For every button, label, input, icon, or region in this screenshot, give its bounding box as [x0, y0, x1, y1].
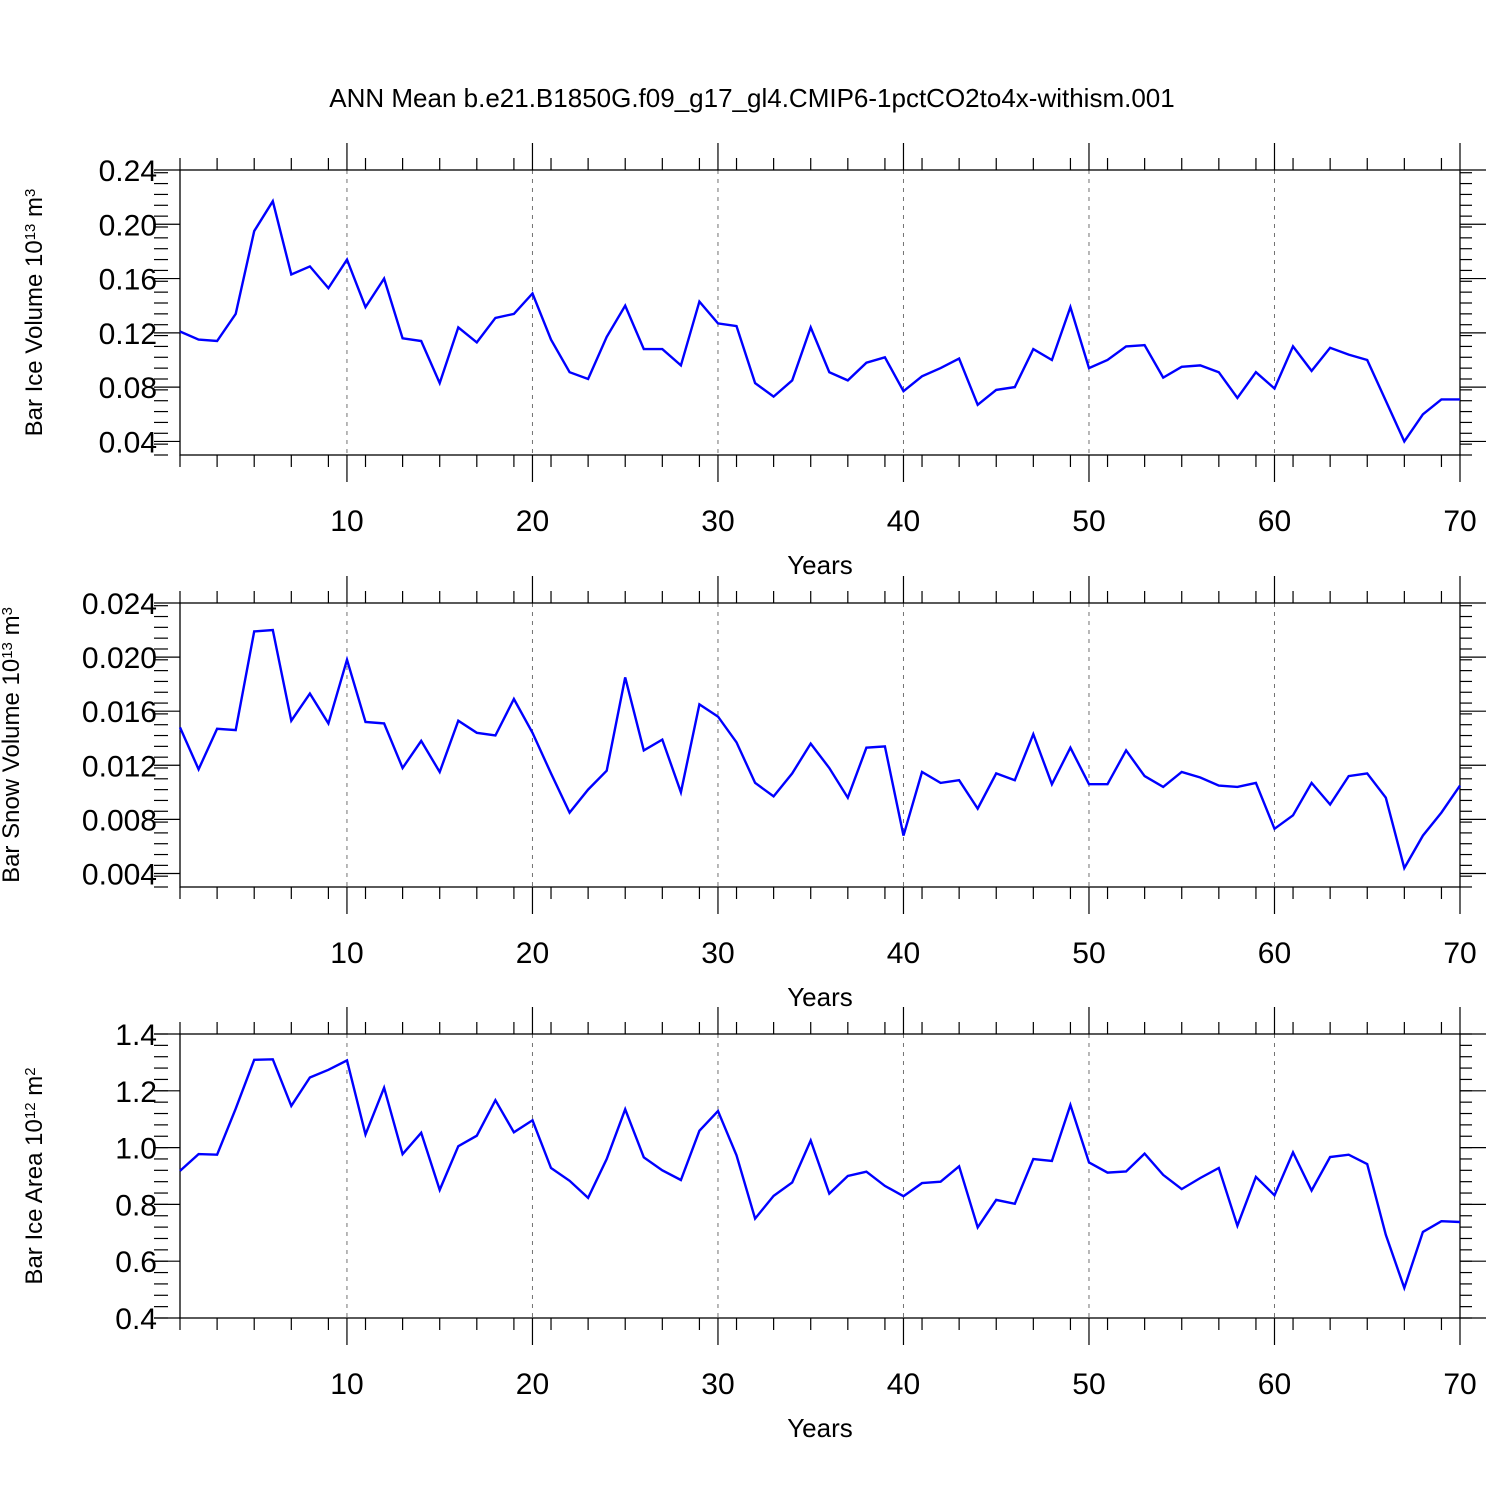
- x-tick-label: 50: [1072, 937, 1105, 970]
- y-axis-label-superscript: 3: [0, 607, 16, 615]
- panels: 0.04 0.08 0.12 0.16 0.20 0.24 10 20 30 40 50 60 70 Ye…: [0, 143, 1486, 1443]
- y-axis-label-superscript: 2: [22, 1067, 39, 1075]
- y-tick-label: 1.0: [115, 1133, 157, 1166]
- y-tick-label: 0.20: [99, 209, 157, 242]
- y-tick-label: 0.04: [99, 426, 157, 459]
- y-axis-label-text: Bar Ice Volume 10: [21, 240, 48, 436]
- x-tick-label: 60: [1258, 1368, 1291, 1401]
- series-line: [179, 1058, 1461, 1292]
- x-tick-label: 50: [1072, 505, 1105, 538]
- x-tick-label: 50: [1072, 1368, 1105, 1401]
- plot-frame: [179, 169, 1461, 456]
- y-axis-label-text: m: [21, 1076, 48, 1103]
- y-tick-label: 0.08: [99, 372, 157, 405]
- x-axis-label: Years: [787, 1413, 853, 1443]
- y-axis-label-superscript: 13: [22, 224, 39, 241]
- y-tick-label: 1.2: [115, 1076, 157, 1109]
- y-tick-label: 0.12: [99, 318, 157, 351]
- x-tick-label: 40: [887, 937, 920, 970]
- y-axis-label-text: Bar Snow Volume 10: [0, 659, 25, 883]
- y-axis-label-superscript: 13: [0, 642, 16, 659]
- y-axis-label: Bar Snow Volume 1013 m3: [0, 607, 25, 883]
- series-line: [179, 198, 1460, 444]
- y-tick-label: 0.008: [82, 804, 157, 837]
- y-tick-label: 1.4: [115, 1019, 157, 1052]
- x-tick-label: 60: [1258, 937, 1291, 970]
- y-axis-label-text: m: [0, 615, 25, 642]
- x-tick-label: 40: [887, 1368, 920, 1401]
- plot-frame: [179, 1033, 1461, 1319]
- x-tick-label: 20: [516, 937, 549, 970]
- panel-2: 0.004 0.008 0.012 0.016 0.020 0.024 10 20 30 40 50…: [0, 576, 1486, 1012]
- y-axis-label-text: m: [21, 197, 48, 224]
- x-tick-label: 70: [1443, 505, 1476, 538]
- x-tick-label: 70: [1443, 937, 1476, 970]
- y-axis-label-text: Bar Ice Area 10: [21, 1119, 48, 1284]
- y-axis-label: Bar Ice Volume 1013 m3: [21, 189, 48, 437]
- x-tick-label: 40: [887, 505, 920, 538]
- y-tick-label: 0.8: [115, 1189, 157, 1222]
- figure-title: ANN Mean b.e21.B1850G.f09_g17_gl4.CMIP6-…: [329, 83, 1174, 113]
- y-tick-label: 0.016: [82, 696, 157, 729]
- x-tick-label: 30: [701, 505, 734, 538]
- y-tick-label: 0.024: [82, 588, 157, 621]
- y-axis-label-superscript: 3: [22, 189, 39, 197]
- y-tick-label: 0.6: [115, 1246, 157, 1279]
- y-tick-label: 0.012: [82, 750, 157, 783]
- panel-3: 0.4 0.6 0.8 1.0 1.2 1.4 10 20 30 40 50 60 70 Years Bar…: [21, 1007, 1486, 1443]
- y-tick-label: 0.16: [99, 264, 157, 297]
- x-tick-label: 30: [701, 1368, 734, 1401]
- x-tick-label: 10: [330, 1368, 363, 1401]
- panel-1: 0.04 0.08 0.12 0.16 0.20 0.24 10 20 30 40 50 60 70 Ye…: [21, 143, 1486, 580]
- y-tick-label: 0.24: [99, 155, 157, 188]
- plot-frame: [179, 602, 1461, 888]
- y-tick-label: 0.4: [115, 1303, 157, 1336]
- x-tick-label: 10: [330, 505, 363, 538]
- y-axis-label-superscript: 12: [22, 1102, 39, 1119]
- x-tick-label: 70: [1443, 1368, 1476, 1401]
- x-tick-label: 10: [330, 937, 363, 970]
- x-axis-label: Years: [787, 550, 853, 580]
- x-tick-label: 30: [701, 937, 734, 970]
- x-axis-label: Years: [787, 982, 853, 1012]
- x-tick-label: 20: [516, 1368, 549, 1401]
- y-tick-label: 0.020: [82, 642, 157, 675]
- y-tick-label: 0.004: [82, 858, 157, 891]
- x-tick-label: 20: [516, 505, 549, 538]
- series-line: [178, 628, 1461, 872]
- y-axis-label: Bar Ice Area 1012 m2: [21, 1067, 48, 1284]
- x-tick-label: 60: [1258, 505, 1291, 538]
